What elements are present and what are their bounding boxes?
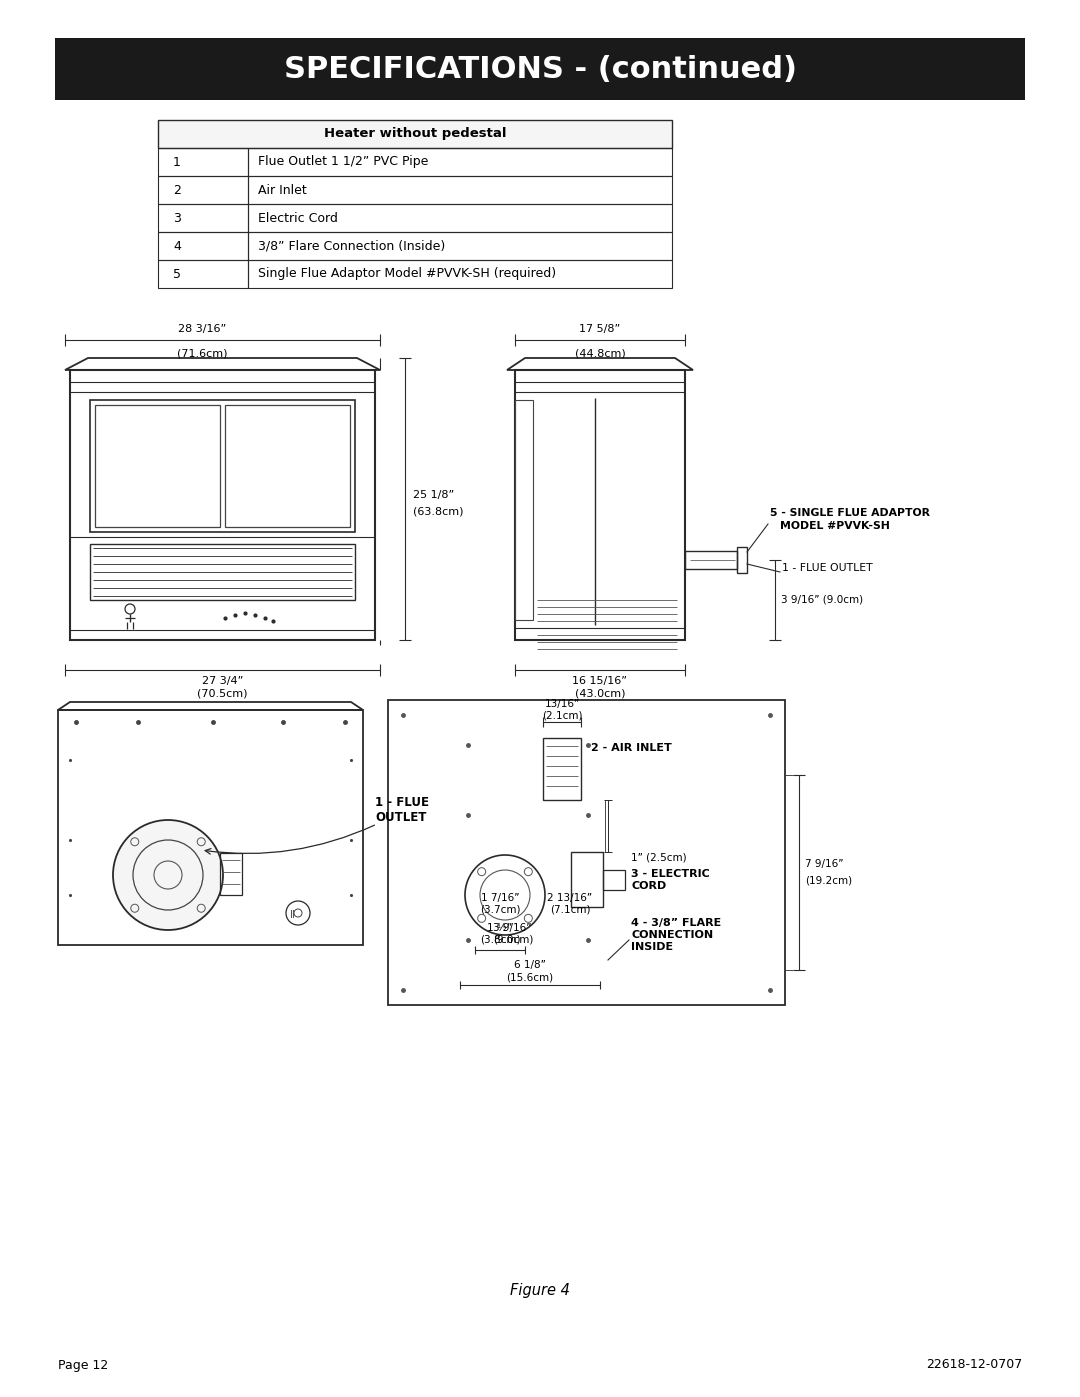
Bar: [515, 370, 685, 640]
Bar: [685, 550, 737, 569]
Bar: [158, 120, 672, 148]
Text: 3 9/16”: 3 9/16”: [492, 923, 531, 933]
Text: (2.1cm): (2.1cm): [542, 710, 582, 719]
Text: 1 7/16”: 1 7/16”: [481, 893, 519, 902]
Text: Flue Outlet 1 1/2” PVC Pipe: Flue Outlet 1 1/2” PVC Pipe: [258, 155, 429, 169]
Text: 17 5/8”: 17 5/8”: [579, 324, 621, 334]
Text: 3/8” Flare Connection (Inside): 3/8” Flare Connection (Inside): [258, 239, 445, 253]
Bar: [158, 232, 248, 260]
Circle shape: [113, 820, 222, 930]
Text: 5 - SINGLE FLUE ADAPTOR: 5 - SINGLE FLUE ADAPTOR: [770, 509, 930, 518]
Text: 2 13/16”: 2 13/16”: [548, 893, 593, 902]
Bar: [248, 232, 672, 260]
Bar: [543, 738, 581, 800]
Bar: [158, 260, 248, 288]
Text: 1” (2.5cm): 1” (2.5cm): [631, 854, 687, 863]
Text: Air Inlet: Air Inlet: [258, 183, 307, 197]
Text: 5: 5: [173, 267, 181, 281]
Bar: [158, 176, 248, 204]
Text: Figure 4: Figure 4: [510, 1282, 570, 1298]
Text: 4 - 3/8” FLARE
CONNECTION
INSIDE: 4 - 3/8” FLARE CONNECTION INSIDE: [631, 918, 721, 951]
Text: SPECIFICATIONS - (continued): SPECIFICATIONS - (continued): [283, 54, 797, 84]
Text: MODEL #PVVK-SH: MODEL #PVVK-SH: [780, 521, 890, 531]
Bar: [58, 710, 363, 944]
Text: (15.6cm): (15.6cm): [507, 972, 554, 982]
Bar: [225, 405, 350, 527]
Text: 2 - AIR INLET: 2 - AIR INLET: [591, 743, 672, 753]
Text: (19.2cm): (19.2cm): [805, 876, 852, 886]
Text: (43.0cm): (43.0cm): [575, 687, 625, 698]
Text: (71.6cm): (71.6cm): [177, 348, 228, 358]
Text: 16 15/16”: 16 15/16”: [572, 676, 627, 686]
Bar: [248, 176, 672, 204]
Text: 4: 4: [173, 239, 180, 253]
Bar: [55, 38, 1025, 101]
Bar: [515, 400, 534, 620]
Bar: [248, 260, 672, 288]
Bar: [90, 543, 355, 599]
Text: 22618-12-0707: 22618-12-0707: [926, 1358, 1022, 1372]
Bar: [248, 204, 672, 232]
Text: 3 9/16” (9.0cm): 3 9/16” (9.0cm): [781, 595, 863, 605]
Bar: [248, 148, 672, 176]
Text: 2: 2: [173, 183, 180, 197]
Text: (63.8cm): (63.8cm): [413, 506, 463, 515]
Text: Heater without pedestal: Heater without pedestal: [324, 127, 507, 141]
Text: (9.0cm): (9.0cm): [492, 935, 534, 944]
Text: 1 - FLUE OUTLET: 1 - FLUE OUTLET: [782, 563, 873, 573]
Bar: [95, 405, 220, 527]
Text: Single Flue Adaptor Model #PVVK-SH (required): Single Flue Adaptor Model #PVVK-SH (requ…: [258, 267, 556, 281]
Text: 27 3/4”: 27 3/4”: [202, 676, 243, 686]
Text: 7 9/16”: 7 9/16”: [805, 859, 843, 869]
Text: 25 1/8”: 25 1/8”: [413, 490, 455, 500]
Bar: [158, 204, 248, 232]
Text: (7.1cm): (7.1cm): [550, 905, 591, 915]
Text: 1 ½”: 1 ½”: [487, 923, 513, 933]
Text: Page 12: Page 12: [58, 1358, 108, 1372]
Text: 1: 1: [173, 155, 180, 169]
Text: 3 - ELECTRIC
CORD: 3 - ELECTRIC CORD: [631, 869, 710, 891]
Text: Ⅱ: Ⅱ: [289, 909, 295, 921]
Bar: [571, 852, 603, 907]
Text: (3.7cm): (3.7cm): [480, 905, 521, 915]
Bar: [603, 870, 625, 890]
Text: 3: 3: [173, 211, 180, 225]
Text: (44.8cm): (44.8cm): [575, 348, 625, 358]
Text: (3.8cm): (3.8cm): [480, 935, 521, 944]
Text: 13/16”: 13/16”: [544, 698, 580, 710]
Bar: [90, 400, 355, 532]
Text: Electric Cord: Electric Cord: [258, 211, 338, 225]
Bar: [70, 370, 375, 640]
Bar: [220, 854, 242, 895]
Text: 1 - FLUE
OUTLET: 1 - FLUE OUTLET: [375, 796, 429, 824]
Text: 28 3/16”: 28 3/16”: [178, 324, 227, 334]
Bar: [158, 148, 248, 176]
Bar: [388, 700, 785, 1004]
Text: 6 1/8”: 6 1/8”: [514, 960, 545, 970]
Bar: [737, 548, 747, 573]
Text: (70.5cm): (70.5cm): [198, 687, 247, 698]
